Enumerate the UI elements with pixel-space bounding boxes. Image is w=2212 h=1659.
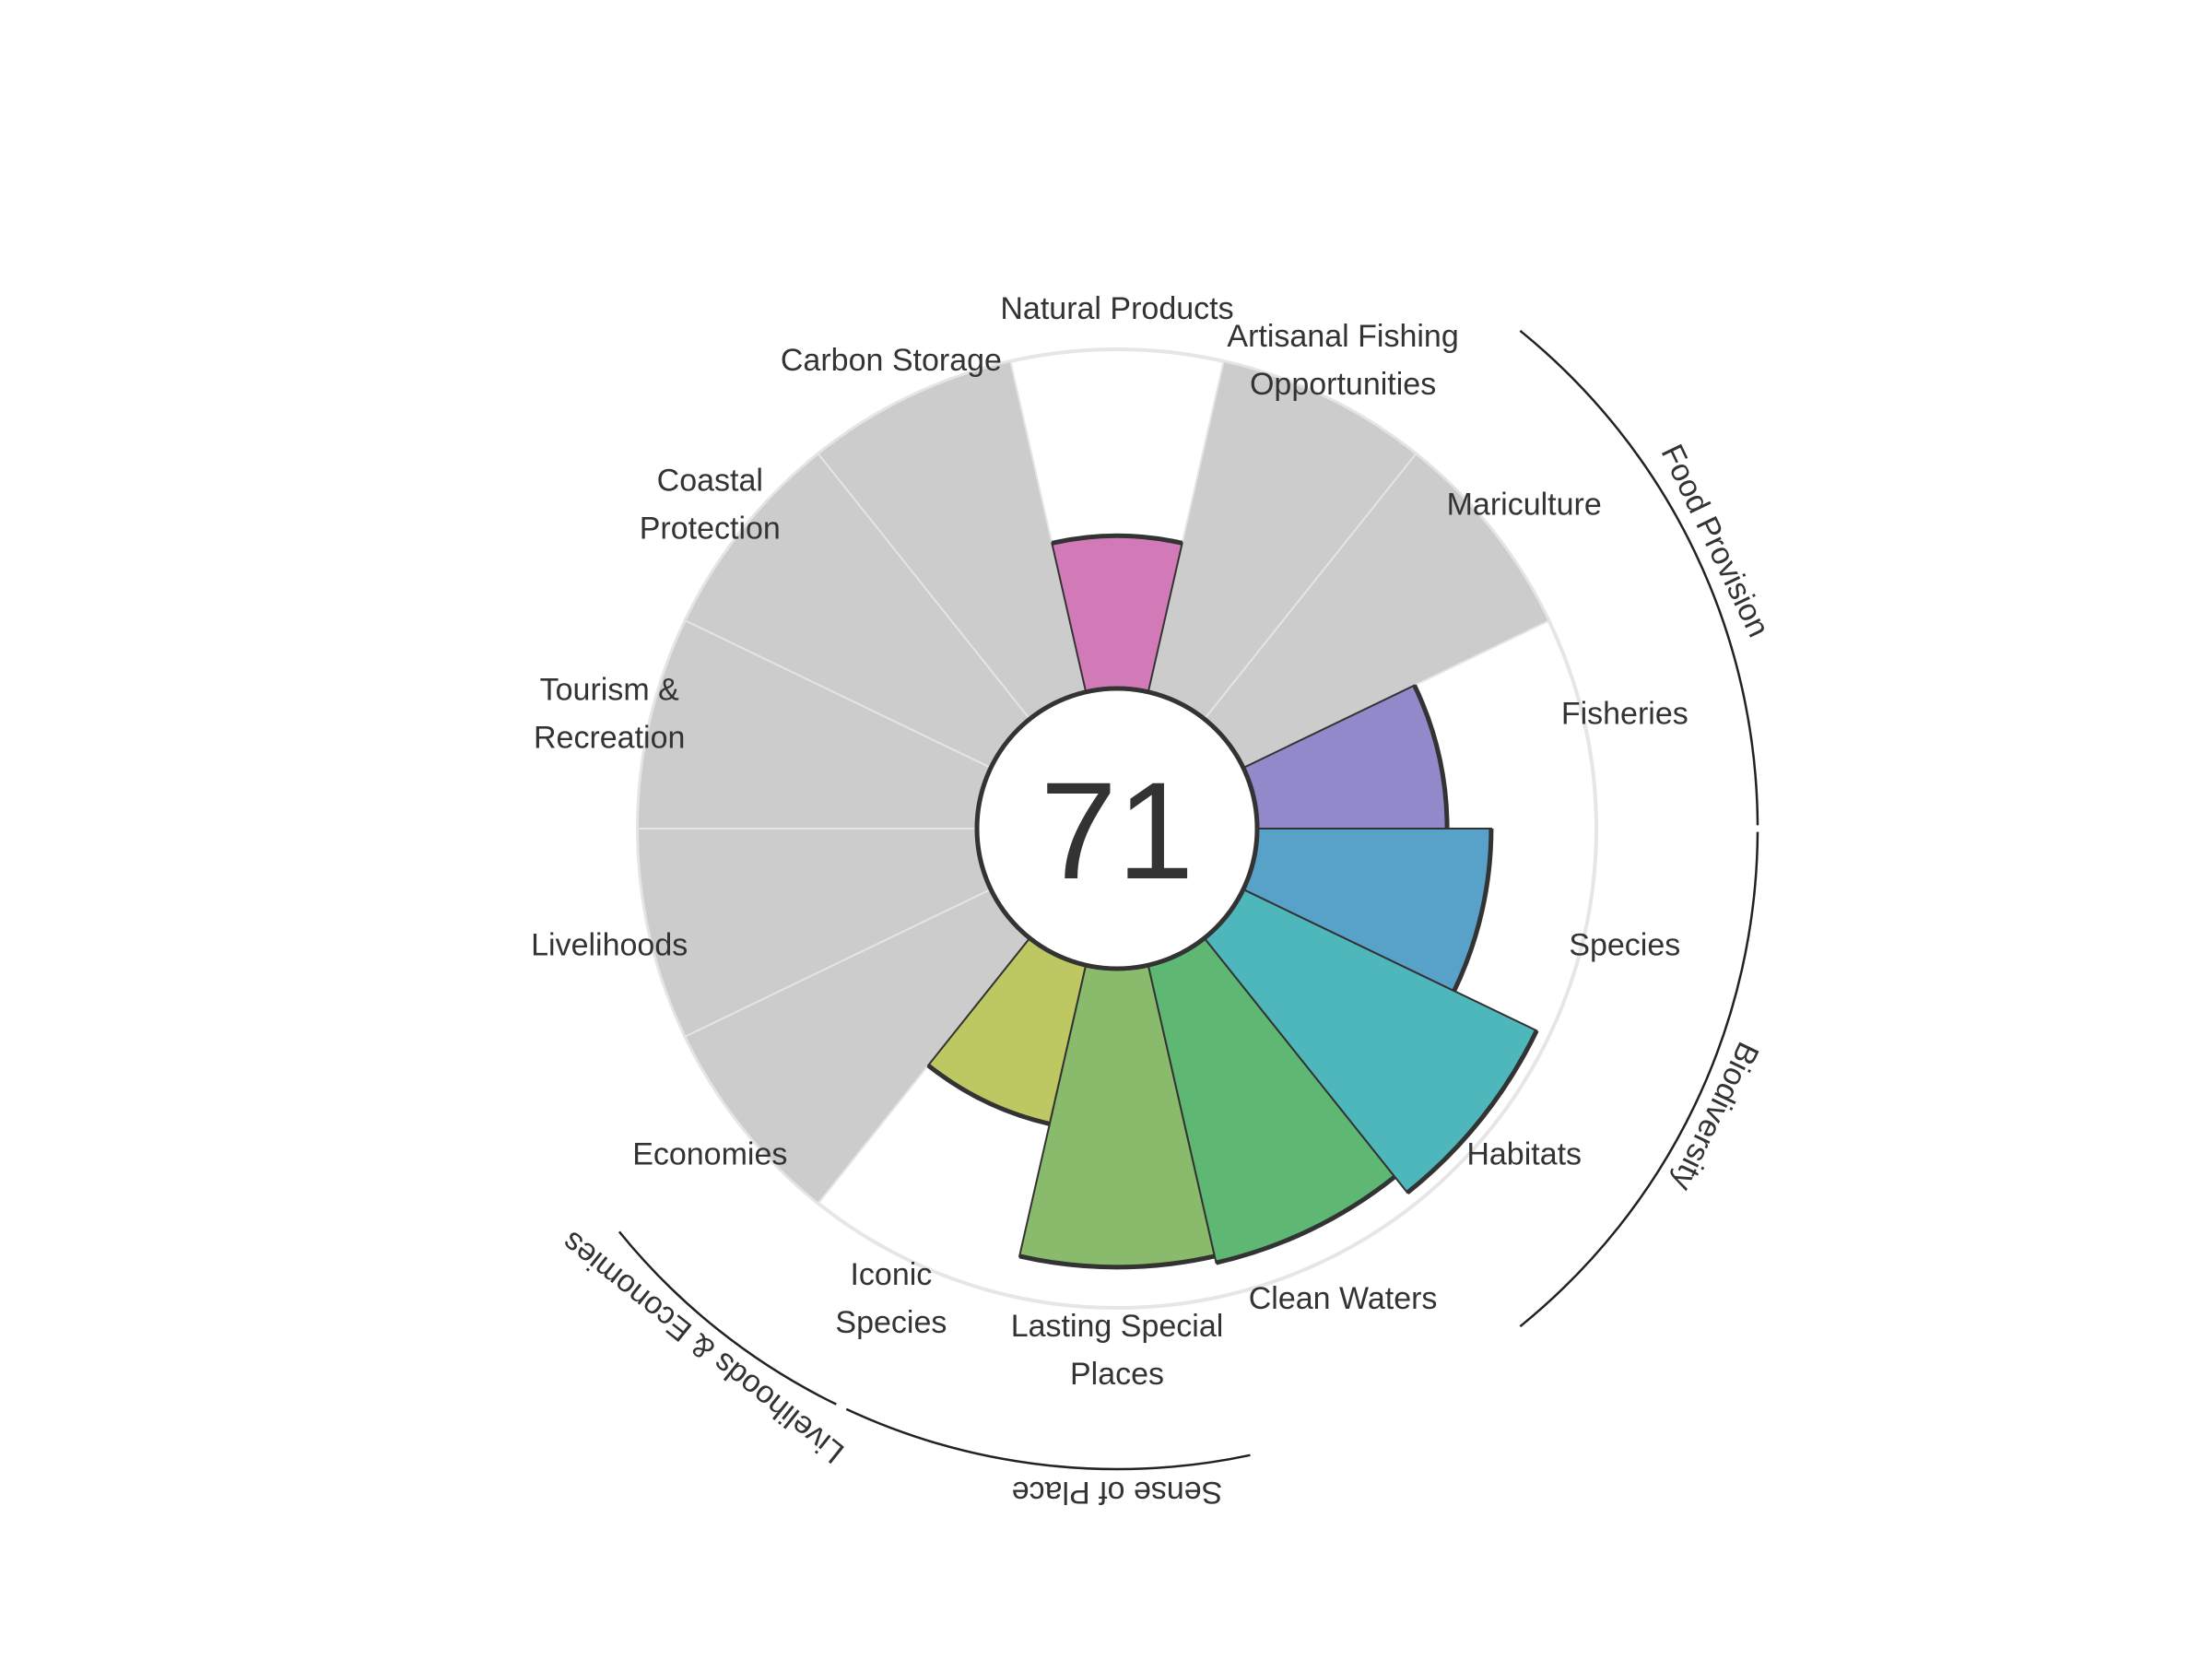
- goal-label-line: Mariculture: [1447, 488, 1602, 523]
- goal-label-mariculture: Mariculture: [1447, 488, 1602, 523]
- goal-label-line: Species: [835, 1305, 947, 1340]
- goal-label-line: Habitats: [1466, 1136, 1582, 1171]
- group-label-livelihoods-economies: Livelihoods & Economies: [556, 1224, 852, 1470]
- goal-label-line: Species: [1569, 928, 1680, 963]
- goal-label-livelihoods: Livelihoods: [531, 928, 688, 963]
- goal-label-carbon-storage: Carbon Storage: [781, 343, 1002, 378]
- goal-label-species: Species: [1569, 928, 1680, 963]
- bar-edge-species: [1452, 828, 1494, 993]
- bar-edge-habitats: [1406, 1030, 1539, 1194]
- goal-label-line: Lasting Special: [1011, 1309, 1224, 1344]
- goal-label-economies: Economies: [632, 1136, 787, 1171]
- goal-label-habitats: Habitats: [1466, 1136, 1582, 1171]
- overall-score: 71: [1041, 753, 1194, 908]
- goal-label-line: Iconic: [850, 1257, 932, 1292]
- goal-label-line: Recreation: [534, 720, 685, 755]
- goal-label-tourism-recreation: Tourism & Recreation: [534, 672, 685, 755]
- goal-label-line: Opportunities: [1250, 367, 1436, 402]
- bar-edge-natural-products: [1051, 533, 1183, 546]
- goal-label-line: Fisheries: [1561, 696, 1688, 731]
- bar-edge-clean-waters: [1215, 1174, 1396, 1265]
- goal-label-coastal-protection: Coastal Protection: [640, 464, 781, 547]
- group-arc-sense-of-place: [845, 1407, 1251, 1471]
- group-arc-biodiversity: [1519, 831, 1759, 1328]
- goal-label-clean-waters: Clean Waters: [1249, 1281, 1438, 1316]
- goal-label-fisheries: Fisheries: [1561, 696, 1688, 731]
- goal-label-lasting-special-places: Lasting Special Places: [1011, 1309, 1224, 1392]
- goal-label-line: Protection: [640, 512, 781, 547]
- center-circle: [974, 686, 1260, 971]
- goal-label-line: Natural Products: [1000, 291, 1233, 326]
- goal-label-line: Tourism &: [540, 672, 679, 707]
- bar-edge-fisheries: [1412, 684, 1450, 830]
- goal-label-line: Places: [1070, 1357, 1164, 1392]
- group-arc-livelihoods-economies: [618, 1230, 837, 1406]
- goal-label-line: Carbon Storage: [781, 343, 1002, 378]
- bar-edge-iconic-species: [926, 1063, 1051, 1126]
- na-wedge-economies: [684, 828, 1118, 1205]
- goal-label-line: Artisanal Fishing: [1227, 319, 1458, 354]
- goal-label-natural-products: Natural Products: [1000, 291, 1233, 326]
- goal-label-line: Economies: [632, 1136, 787, 1171]
- goal-label-line: Coastal: [657, 464, 763, 499]
- group-label-sense-of-place: Sense of Place: [1012, 1475, 1223, 1510]
- goal-label-artisanal-fishing: Artisanal Fishing Opportunities: [1227, 319, 1458, 402]
- goal-label-line: Clean Waters: [1249, 1281, 1438, 1316]
- group-label-food-provision: Food Provision: [1654, 439, 1777, 642]
- goal-label-line: Livelihoods: [531, 928, 688, 963]
- bar-edge-lasting-special-places: [1018, 1253, 1216, 1270]
- group-arc-food-provision: [1519, 329, 1759, 826]
- goal-label-iconic-species: Iconic Species: [835, 1257, 947, 1340]
